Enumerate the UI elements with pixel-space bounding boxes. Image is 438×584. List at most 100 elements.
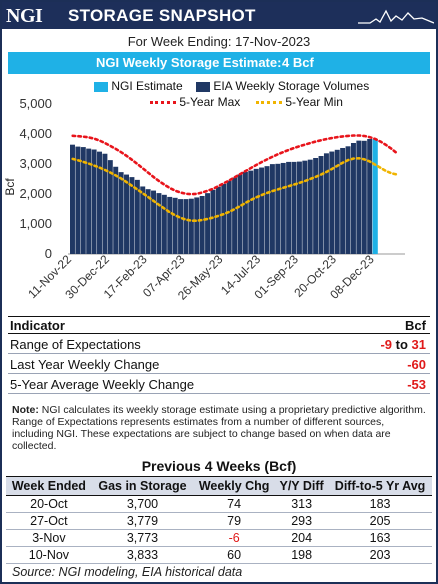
eia-bar <box>259 167 265 254</box>
column-header: Weekly Chg <box>193 476 276 496</box>
eia-bar <box>70 144 75 254</box>
eia-bar <box>367 139 373 254</box>
legend-ngi-estimate: NGI Estimate <box>94 79 183 93</box>
eia-bar <box>318 156 324 254</box>
indicator-header-label: Indicator <box>10 318 65 333</box>
header-bar: NGI STORAGE SNAPSHOT <box>2 2 436 29</box>
eia-bar <box>286 161 292 254</box>
previous-weeks-title: Previous 4 Weeks (Bcf) <box>141 458 297 474</box>
note-prefix: Note: <box>12 404 39 416</box>
y-tick-label: 5,000 <box>19 96 52 111</box>
eia-bar <box>307 159 313 254</box>
eia-bar <box>215 186 221 254</box>
y-axis-title: Bcf <box>3 178 17 196</box>
y-tick-label: 1,000 <box>19 216 52 231</box>
range-high: 31 <box>411 337 426 352</box>
eia-bar <box>80 147 86 254</box>
table-cell: 163 <box>328 529 432 547</box>
eia-bar <box>151 190 157 254</box>
table-cell: 10-Nov <box>6 546 92 564</box>
legend-eia-label: EIA Weekly Storage Volumes <box>213 79 370 93</box>
eia-bar <box>178 199 184 254</box>
eia-bar <box>86 148 92 254</box>
sparkline-icon <box>358 9 434 24</box>
eia-bar <box>183 199 189 254</box>
eia-bar <box>323 153 329 254</box>
eia-bar <box>118 172 124 254</box>
indicator-value: -60 <box>407 357 426 372</box>
eia-bar <box>161 194 167 254</box>
legend-ngi-label: NGI Estimate <box>111 79 183 93</box>
table-cell: 74 <box>193 495 276 513</box>
eia-bar <box>345 146 351 254</box>
eia-bar <box>188 198 194 254</box>
source-note: Source: NGI modeling, EIA historical dat… <box>12 565 243 579</box>
table-row: 10-Nov 3,833 60 198 203 <box>6 546 432 564</box>
header-title: STORAGE SNAPSHOT <box>68 6 256 25</box>
eia-bar <box>91 149 97 254</box>
column-header: Y/Y Diff <box>275 476 329 496</box>
eia-bar <box>329 151 335 254</box>
table-cell: 205 <box>328 512 432 530</box>
table-cell: 293 <box>275 512 329 530</box>
table-header-row: Week Ended Gas in Storage Weekly Chg Y/Y Di… <box>6 476 432 496</box>
y-tick-label: 3,000 <box>19 156 52 171</box>
table-row: 27-Oct 3,779 79 293 205 <box>6 512 432 530</box>
legend-eia-volumes: EIA Weekly Storage Volumes <box>196 79 369 93</box>
week-ending: For Week Ending: 17-Nov-2023 <box>127 34 311 49</box>
eia-bar <box>102 153 108 254</box>
eia-bar <box>269 164 275 254</box>
table-cell: 183 <box>328 495 432 513</box>
previous-weeks-table: Week Ended Gas in Storage Weekly Chg Y/Y Di… <box>6 476 432 564</box>
indicator-row-last-year: Last Year Weekly Change -60 <box>8 355 430 374</box>
legend-5yr-min: 5-Year Min <box>256 95 343 109</box>
eia-bar <box>334 149 340 254</box>
indicator-value: -9 to 31 <box>380 337 426 352</box>
estimate-value: 4 Bcf <box>282 55 314 70</box>
range-to: to <box>395 337 408 352</box>
methodology-note: Note: NGI calculates its weekly storage … <box>12 404 426 452</box>
indicator-label: 5-Year Average Weekly Change <box>10 377 195 392</box>
eia-bar <box>361 140 367 254</box>
eia-bar <box>253 168 259 254</box>
indicator-header: Indicator Bcf <box>8 316 430 334</box>
table-cell: 3,779 <box>91 512 194 530</box>
table-row: 3-Nov 3,773 -6 204 163 <box>6 529 432 547</box>
table-cell: 198 <box>275 546 329 564</box>
indicator-label: Range of Expectations <box>10 337 141 352</box>
ngi-estimate-bar <box>372 138 378 254</box>
estimate-label: NGI Weekly Storage Estimate: <box>96 55 282 70</box>
y-tick-label: 2,000 <box>19 186 52 201</box>
note-text: NGI calculates its weekly storage estima… <box>12 404 426 452</box>
eia-bar <box>275 163 281 254</box>
eia-bar <box>232 177 238 254</box>
legend-5yr-max: 5-Year Max <box>150 95 240 109</box>
legend-min-label: 5-Year Min <box>285 95 343 109</box>
table-cell: 3-Nov <box>6 529 92 547</box>
estimate-banner: NGI Weekly Storage Estimate: 4 Bcf <box>8 52 430 74</box>
table-cell: 27-Oct <box>6 512 92 530</box>
eia-bar <box>194 197 200 254</box>
table-cell: 60 <box>193 546 276 564</box>
five-year-min-line <box>71 156 399 222</box>
legend-eia-swatch <box>196 81 210 92</box>
eia-bar <box>134 179 140 254</box>
legend-min-swatch <box>256 101 282 105</box>
y-tick-label: 0 <box>45 246 52 261</box>
eia-bar <box>313 158 319 254</box>
ngi-logo: NGI <box>6 5 43 27</box>
table-cell: 203 <box>328 546 432 564</box>
eia-bar <box>129 177 135 254</box>
legend-ngi-swatch <box>94 81 108 92</box>
table-cell: -6 <box>193 529 276 547</box>
eia-bar <box>205 193 211 254</box>
column-header: Diff-to-5 Yr Avg <box>328 476 432 496</box>
indicator-row-5yr-avg: 5-Year Average Weekly Change -53 <box>8 375 430 394</box>
eia-bar <box>140 186 146 254</box>
eia-bar <box>302 160 308 254</box>
table-cell: 79 <box>193 512 276 530</box>
legend-max-label: 5-Year Max <box>179 95 241 109</box>
eia-bar <box>356 140 362 254</box>
indicator-value: -53 <box>407 377 426 392</box>
